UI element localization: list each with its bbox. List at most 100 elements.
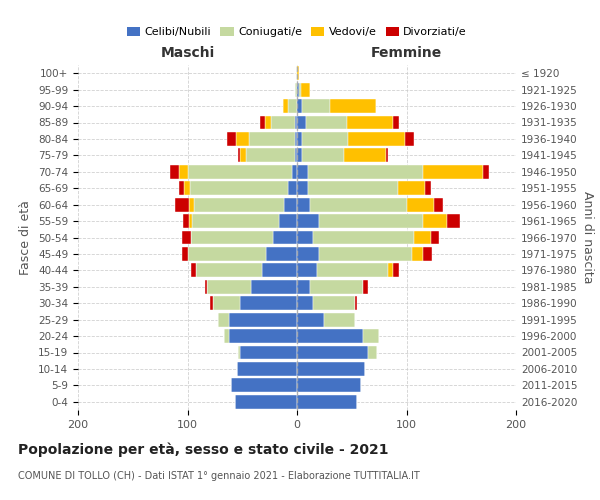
Bar [237, 362, 297, 376]
Bar [280, 214, 297, 228]
Bar [362, 280, 368, 294]
Bar [297, 198, 310, 211]
Bar [301, 82, 310, 96]
Bar [265, 116, 271, 130]
Bar [184, 181, 190, 195]
Bar [235, 395, 297, 409]
Bar [236, 132, 249, 146]
Bar [297, 247, 319, 261]
Bar [196, 264, 262, 278]
Bar [299, 82, 301, 96]
Bar [297, 66, 299, 80]
Bar [319, 247, 412, 261]
Bar [425, 181, 431, 195]
Bar [271, 116, 295, 130]
Bar [434, 198, 443, 211]
Bar [240, 148, 245, 162]
Bar [179, 165, 187, 179]
Bar [273, 230, 297, 244]
Bar [302, 148, 344, 162]
Bar [188, 198, 194, 211]
Bar [288, 99, 297, 113]
Bar [260, 116, 265, 130]
Bar [179, 181, 184, 195]
Bar [297, 230, 313, 244]
Bar [295, 116, 297, 130]
Bar [349, 132, 406, 146]
Text: COMUNE DI TOLLO (CH) - Dati ISTAT 1° gennaio 2021 - Elaborazione TUTTITALIA.IT: COMUNE DI TOLLO (CH) - Dati ISTAT 1° gen… [18, 471, 420, 481]
Bar [483, 165, 488, 179]
Bar [283, 99, 288, 113]
Bar [297, 296, 313, 310]
Bar [288, 181, 297, 195]
Bar [227, 132, 236, 146]
Bar [295, 132, 297, 146]
Bar [308, 165, 423, 179]
Bar [398, 181, 425, 195]
Bar [187, 165, 292, 179]
Bar [192, 214, 280, 228]
Bar [297, 82, 299, 96]
Bar [194, 198, 284, 211]
Bar [297, 378, 361, 392]
Bar [447, 214, 460, 228]
Bar [423, 247, 431, 261]
Bar [297, 346, 368, 360]
Bar [319, 214, 423, 228]
Text: Maschi: Maschi [160, 46, 215, 60]
Bar [183, 214, 188, 228]
Bar [262, 264, 297, 278]
Bar [251, 280, 297, 294]
Bar [386, 148, 388, 162]
Bar [295, 148, 297, 162]
Bar [297, 165, 308, 179]
Bar [297, 264, 317, 278]
Bar [406, 132, 414, 146]
Bar [297, 99, 302, 113]
Bar [218, 312, 229, 326]
Bar [308, 181, 398, 195]
Bar [317, 264, 388, 278]
Bar [240, 296, 297, 310]
Bar [302, 99, 330, 113]
Bar [296, 66, 297, 80]
Bar [229, 329, 297, 343]
Bar [310, 198, 407, 211]
Bar [297, 280, 310, 294]
Text: Popolazione per età, sesso e stato civile - 2021: Popolazione per età, sesso e stato civil… [18, 442, 389, 457]
Bar [232, 378, 297, 392]
Bar [297, 181, 308, 195]
Bar [306, 116, 347, 130]
Bar [207, 280, 251, 294]
Bar [431, 230, 439, 244]
Bar [330, 99, 376, 113]
Bar [297, 132, 302, 146]
Bar [224, 329, 229, 343]
Bar [388, 264, 394, 278]
Bar [347, 116, 394, 130]
Bar [325, 312, 355, 326]
Bar [344, 148, 386, 162]
Bar [211, 296, 212, 310]
Y-axis label: Anni di nascita: Anni di nascita [581, 191, 594, 284]
Bar [297, 329, 362, 343]
Bar [394, 116, 399, 130]
Bar [175, 198, 188, 211]
Bar [423, 214, 447, 228]
Bar [266, 247, 297, 261]
Bar [297, 362, 365, 376]
Bar [245, 148, 295, 162]
Bar [412, 247, 423, 261]
Bar [297, 148, 302, 162]
Bar [313, 230, 414, 244]
Bar [297, 312, 325, 326]
Bar [310, 280, 362, 294]
Bar [297, 395, 357, 409]
Bar [394, 264, 399, 278]
Y-axis label: Fasce di età: Fasce di età [19, 200, 32, 275]
Bar [187, 247, 266, 261]
Bar [368, 346, 377, 360]
Bar [302, 132, 349, 146]
Bar [313, 296, 355, 310]
Bar [188, 214, 192, 228]
